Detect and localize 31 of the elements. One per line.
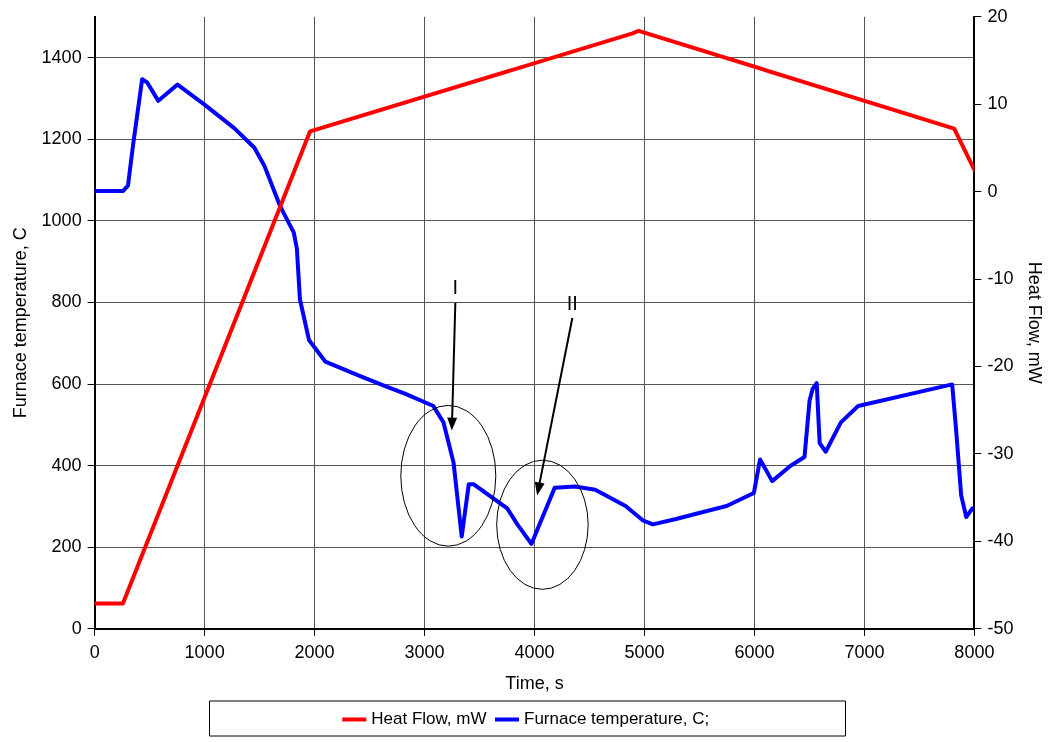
- y2-tick-label: -20: [987, 355, 1014, 376]
- y2-tick-label: -40: [987, 530, 1014, 551]
- y-tick-label: 400: [51, 454, 82, 475]
- y2-tick-label: -50: [987, 617, 1014, 638]
- legend-label: Heat Flow, mW: [371, 709, 487, 729]
- x-tick-label: 7000: [844, 641, 885, 662]
- y-tick-label: 1400: [41, 46, 82, 67]
- y2-axis-title: Heat Flow, mW: [1025, 261, 1046, 384]
- x-tick-label: 1000: [184, 641, 225, 662]
- x-tick-label: 3000: [404, 641, 445, 662]
- y-tick-label: 600: [51, 372, 82, 393]
- y2-tick-label: 0: [987, 180, 998, 201]
- x-tick-label: 8000: [954, 641, 995, 662]
- legend-label: Furnace temperature, C;: [524, 709, 710, 729]
- annotation: I: [452, 276, 459, 299]
- x-tick-label: 0: [89, 641, 100, 662]
- y-tick-label: 1200: [41, 128, 82, 149]
- y-axis-title: Furnace temperature, C: [9, 227, 30, 419]
- y-tick-label: 200: [51, 536, 82, 557]
- y-tick-label: 0: [71, 617, 82, 638]
- y2-tick-label: 10: [987, 93, 1008, 114]
- y2-tick-label: -30: [987, 442, 1014, 463]
- x-tick-label: 4000: [514, 641, 555, 662]
- x-tick-label: 5000: [624, 641, 665, 662]
- y-tick-label: 800: [51, 291, 82, 312]
- x-tick-label: 2000: [294, 641, 335, 662]
- y2-tick-label: 20: [987, 5, 1008, 26]
- y2-tick-label: -10: [987, 268, 1014, 289]
- y-tick-label: 1000: [41, 209, 82, 230]
- x-axis-title: Time, s: [505, 673, 564, 694]
- x-tick-label: 6000: [734, 641, 775, 662]
